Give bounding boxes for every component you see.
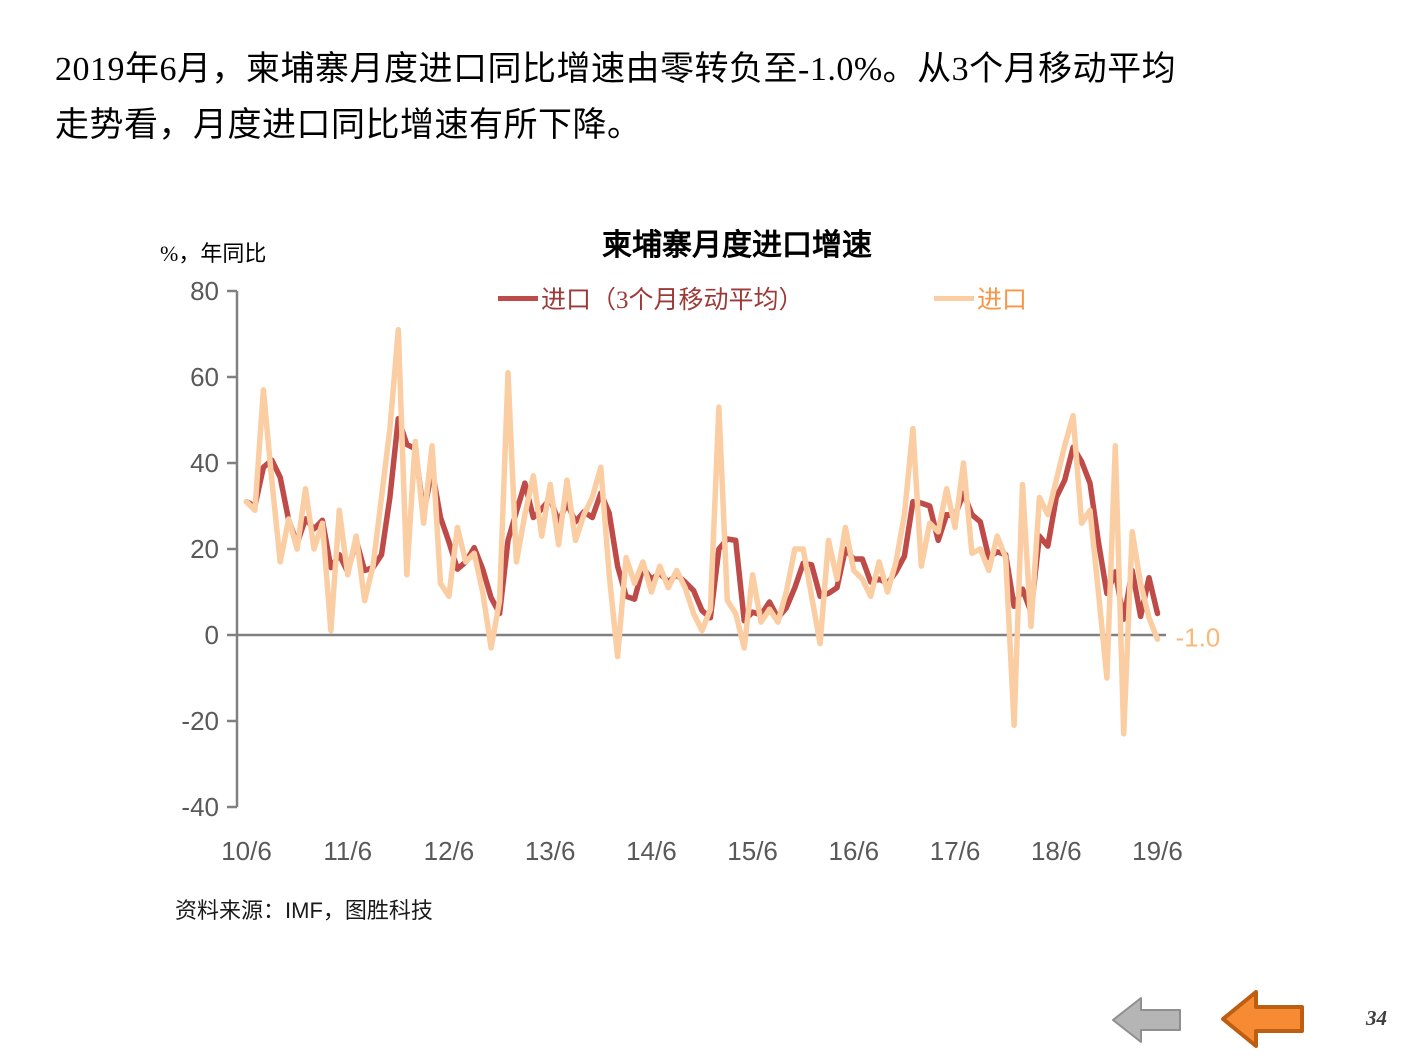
page-number: 34 (1366, 1006, 1387, 1030)
heading-line-1: 2019年6月，柬埔寨月度进口同比增速由零转负至-1.0%。从3个月移动平均 (55, 51, 1177, 88)
y-tick-label: -40 (181, 792, 219, 822)
left-arrow-icon[interactable] (1112, 997, 1181, 1043)
nav-back-arrow-gray[interactable] (1112, 995, 1182, 1045)
x-tick-label: 12/6 (424, 836, 475, 866)
source-note: 资料来源：IMF，图胜科技 (175, 898, 433, 923)
y-tick-label: 20 (190, 534, 219, 564)
y-tick-label: -20 (181, 706, 219, 736)
x-tick-label: 13/6 (525, 836, 576, 866)
y-tick-label: 0 (205, 620, 219, 650)
y-tick-label: 40 (190, 448, 219, 478)
nav-back-arrow-orange[interactable] (1221, 989, 1305, 1049)
x-tick-label: 17/6 (930, 836, 981, 866)
heading-line-2: 走势看，月度进口同比增速有所下降。 (55, 107, 642, 144)
legend-swatch-imports (934, 295, 974, 301)
legend-label-ma: 进口（3个月移动平均） (541, 287, 804, 314)
y-tick-label: 80 (190, 276, 219, 306)
y-axis-unit-label: %，年同比 (160, 241, 267, 266)
chart-title: 柬埔寨月度进口增速 (602, 229, 872, 262)
x-tick-label: 11/6 (323, 836, 372, 866)
legend-swatch-ma (498, 295, 538, 301)
x-tick-label: 16/6 (829, 836, 880, 866)
x-tick-label: 18/6 (1031, 836, 1082, 866)
legend-label-imports: 进口 (977, 287, 1028, 314)
slide-heading: 2019年6月，柬埔寨月度进口同比增速由零转负至-1.0%。从3个月移动平均 走… (55, 42, 1375, 154)
legend-item-imports: 进口 (934, 280, 1027, 316)
imports-line (243, 326, 1161, 737)
x-tick-label: 19/6 (1132, 836, 1183, 866)
left-arrow-icon[interactable] (1221, 990, 1304, 1048)
x-tick-label: 15/6 (727, 836, 778, 866)
y-tick-label: 60 (190, 362, 219, 392)
last-value-annotation: -1.0 (1175, 622, 1220, 652)
x-tick-label: 14/6 (626, 836, 677, 866)
x-tick-label: 10/6 (221, 836, 272, 866)
legend-item-ma: 进口（3个月移动平均） (498, 280, 804, 316)
